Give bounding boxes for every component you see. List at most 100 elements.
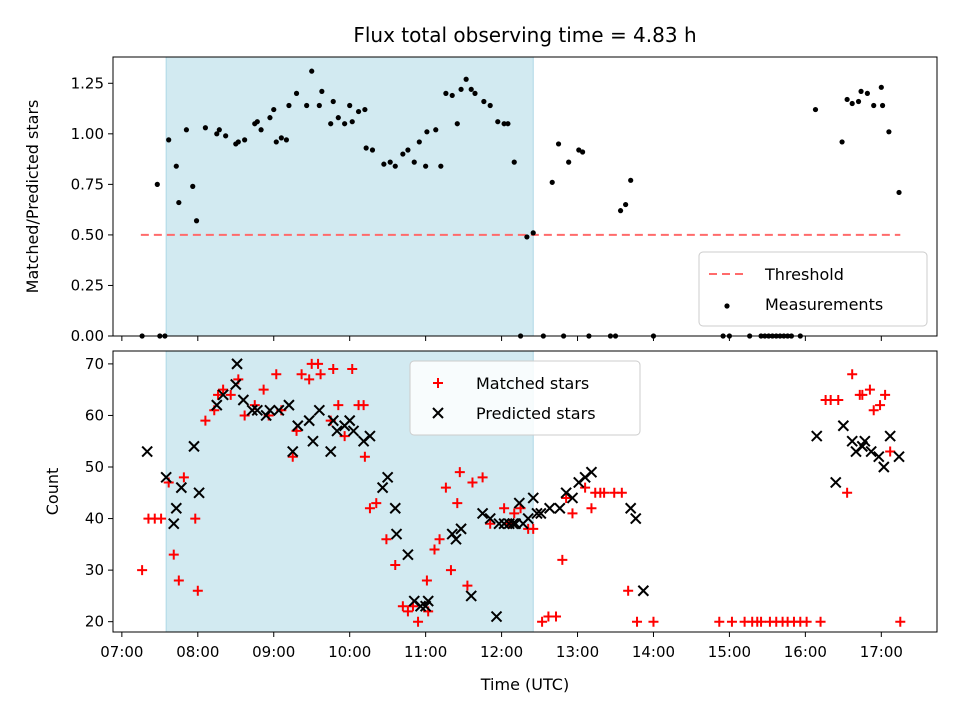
x-tick-label: 15:00 bbox=[708, 643, 751, 661]
predicted-point bbox=[522, 512, 534, 525]
predicted-point bbox=[231, 358, 243, 370]
measurement-point bbox=[628, 177, 634, 183]
measurement-point bbox=[363, 145, 369, 151]
matched-point bbox=[440, 482, 451, 493]
predicted-point bbox=[476, 507, 489, 520]
plot-frame bbox=[112, 56, 938, 337]
measurement-point bbox=[267, 115, 273, 121]
predicted-point bbox=[273, 404, 285, 417]
matched-point bbox=[364, 503, 375, 514]
matched-point bbox=[192, 585, 203, 596]
matched-point bbox=[551, 611, 562, 622]
measurement-point bbox=[623, 201, 629, 208]
matched-point bbox=[842, 487, 853, 498]
predicted-point bbox=[307, 435, 319, 447]
measurement-point bbox=[319, 88, 325, 94]
y-tick-label: 0.00 bbox=[71, 327, 104, 345]
measurement-point bbox=[286, 102, 292, 109]
matched-point bbox=[218, 384, 229, 395]
x-tick-label: 10:00 bbox=[328, 643, 371, 661]
measurement-point bbox=[424, 129, 430, 135]
matched-point bbox=[315, 369, 326, 380]
measurement-point bbox=[472, 90, 478, 96]
measurement-point bbox=[278, 135, 284, 141]
predicted-point bbox=[327, 414, 339, 427]
measurement-point bbox=[254, 119, 260, 125]
predicted-point bbox=[287, 445, 299, 458]
measurement-point bbox=[223, 133, 229, 139]
predicted-point bbox=[168, 518, 180, 530]
legend: Matched stars Predicted stars bbox=[409, 360, 641, 436]
measurement-point bbox=[411, 159, 417, 165]
measurement-point bbox=[176, 199, 182, 206]
matched-point bbox=[616, 487, 627, 498]
x-tick-label: 07:00 bbox=[100, 643, 143, 661]
measurement-point bbox=[173, 163, 179, 169]
predicted-point bbox=[884, 430, 896, 442]
matched-point bbox=[632, 616, 643, 627]
measurement-point bbox=[879, 102, 886, 109]
measurement-point bbox=[316, 102, 322, 109]
plot-frame bbox=[112, 350, 938, 633]
predicted-point bbox=[531, 507, 543, 520]
predicted-point bbox=[331, 425, 343, 437]
predicted-point bbox=[624, 502, 637, 514]
matched-point bbox=[213, 389, 224, 400]
matched-point bbox=[467, 477, 478, 488]
matched-point bbox=[880, 389, 891, 400]
measurement-point bbox=[190, 183, 196, 189]
predicted-point bbox=[347, 425, 360, 437]
matched-point bbox=[509, 508, 520, 519]
measurement-point bbox=[864, 90, 870, 96]
measurement-point bbox=[216, 127, 222, 133]
count-panel: 20 30 40 50 60 70 07:00 08:00 09:00 10:00 11:00 12:… bbox=[43, 350, 938, 661]
measurement-point bbox=[886, 129, 892, 135]
measurement-point bbox=[330, 98, 336, 105]
matched-point bbox=[304, 374, 315, 385]
matched-point bbox=[801, 616, 812, 627]
y-axis-label: Matched/Predicted stars bbox=[23, 100, 42, 294]
measurement-point bbox=[849, 100, 855, 107]
legend: Threshold Measurements bbox=[698, 251, 928, 327]
predicted-point bbox=[325, 445, 337, 458]
x-tick-label: 12:00 bbox=[480, 643, 523, 661]
predicted-point bbox=[811, 430, 823, 442]
measurement-point bbox=[309, 68, 315, 74]
matched-point bbox=[714, 616, 725, 627]
matched-point bbox=[429, 544, 440, 555]
matched-point bbox=[421, 575, 432, 586]
matched-point bbox=[287, 451, 298, 462]
matched-point bbox=[358, 400, 369, 411]
predicted-point bbox=[283, 399, 295, 411]
measurement-point bbox=[400, 151, 406, 157]
predicted-point bbox=[303, 414, 315, 427]
predicted-point bbox=[465, 590, 477, 602]
legend-label: Threshold bbox=[764, 265, 844, 284]
matched-point bbox=[462, 580, 473, 591]
measurement-point bbox=[405, 147, 411, 153]
measurement-point bbox=[449, 92, 455, 99]
measurement-point bbox=[454, 121, 460, 127]
predicted-point bbox=[493, 518, 505, 530]
measurement-point bbox=[154, 181, 160, 187]
matched-point bbox=[381, 534, 392, 545]
series-matched-stars bbox=[137, 358, 906, 627]
measurement-point bbox=[530, 230, 536, 236]
matched-point bbox=[726, 616, 737, 627]
measurement-point bbox=[242, 137, 248, 143]
measurement-point bbox=[839, 139, 845, 145]
legend-measurements-swatch bbox=[724, 303, 730, 309]
measurement-point bbox=[855, 98, 862, 105]
y-tick-label: 0.50 bbox=[71, 226, 104, 244]
chart-title: Flux total observing time = 4.83 h bbox=[353, 23, 696, 47]
measurement-point bbox=[487, 102, 493, 109]
predicted-point bbox=[893, 450, 905, 463]
x-tick-label: 14:00 bbox=[632, 643, 675, 661]
measurement-point bbox=[844, 96, 850, 103]
predicted-point bbox=[264, 404, 276, 417]
predicted-point bbox=[230, 378, 242, 391]
predicted-point bbox=[313, 404, 326, 417]
y-tick-label: 1.25 bbox=[71, 74, 104, 92]
predicted-point bbox=[554, 502, 566, 514]
measurement-point bbox=[468, 86, 474, 92]
